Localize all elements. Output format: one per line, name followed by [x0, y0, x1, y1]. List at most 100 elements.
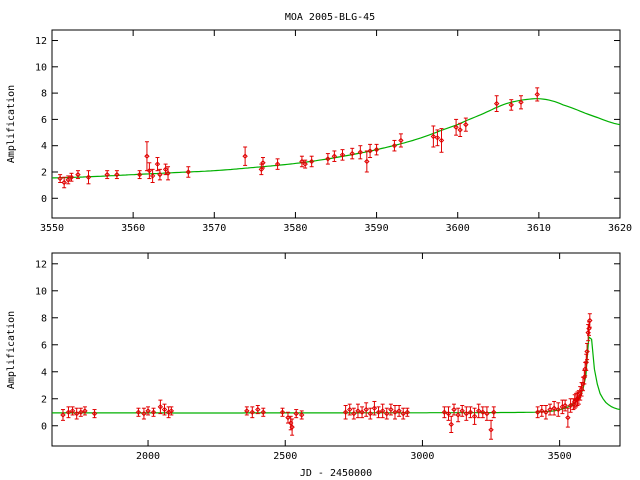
point-marker	[453, 124, 459, 130]
point-marker	[104, 171, 110, 178]
point-marker	[367, 410, 374, 417]
point-marker	[289, 424, 295, 430]
point-marker	[258, 166, 265, 173]
data-point	[359, 406, 365, 419]
point-marker	[543, 409, 549, 415]
x-tick-label: 3590	[365, 223, 389, 234]
bottom-panel-ylabel: Amplification	[6, 311, 17, 389]
point-marker	[65, 409, 72, 415]
data-point	[260, 157, 266, 169]
x-tick-label: 3550	[40, 223, 64, 234]
point-marker	[73, 410, 80, 417]
x-tick-label: 2000	[136, 451, 160, 462]
bottom-panel-ticks: 0 2 4 6 8 10 12 2000 2500 3000 3500	[35, 253, 620, 462]
data-point	[404, 407, 411, 417]
data-point	[467, 406, 474, 419]
data-point	[135, 407, 142, 417]
data-point	[85, 170, 92, 185]
point-marker	[244, 408, 250, 414]
data-point	[539, 405, 545, 417]
point-marker	[583, 359, 589, 366]
data-point	[584, 342, 590, 361]
point-marker	[61, 179, 67, 186]
x-tick-label: 3580	[283, 223, 307, 234]
point-marker	[65, 177, 71, 183]
point-marker	[467, 409, 474, 415]
data-point	[373, 143, 380, 156]
point-marker	[398, 137, 404, 144]
point-marker	[242, 153, 248, 159]
y-tick-label: 2	[41, 394, 47, 405]
data-point	[491, 406, 497, 419]
data-point	[60, 409, 66, 421]
point-marker	[144, 153, 150, 159]
data-point	[562, 399, 568, 412]
point-marker	[82, 408, 88, 414]
data-point	[396, 405, 402, 417]
data-point	[565, 407, 571, 428]
data-point	[493, 95, 500, 113]
point-marker	[438, 137, 445, 144]
point-marker	[357, 149, 364, 155]
x-tick-label: 3620	[608, 223, 632, 234]
data-point	[249, 406, 256, 419]
data-point	[114, 170, 120, 180]
point-marker	[185, 169, 192, 175]
data-point	[242, 146, 248, 166]
y-tick-label: 12	[35, 36, 47, 47]
y-tick-label: 8	[41, 89, 47, 100]
point-marker	[325, 156, 331, 162]
data-point	[400, 407, 406, 420]
point-marker	[555, 406, 561, 413]
data-point	[146, 162, 153, 180]
point-marker	[154, 161, 161, 167]
point-marker	[161, 406, 168, 413]
data-point	[471, 407, 478, 425]
data-point	[587, 313, 593, 328]
point-marker	[488, 427, 494, 433]
data-point	[331, 150, 338, 162]
data-point	[244, 406, 250, 416]
point-marker	[68, 174, 75, 180]
data-point	[157, 399, 164, 415]
data-point	[463, 406, 470, 421]
data-point	[289, 418, 295, 436]
bottom-panel-xlabel: JD - 2450000	[300, 468, 372, 479]
point-marker	[480, 409, 486, 415]
point-marker	[448, 421, 454, 428]
data-point	[375, 406, 382, 419]
data-point	[145, 406, 151, 416]
x-tick-label: 3610	[527, 223, 551, 234]
point-marker	[85, 174, 92, 180]
point-marker	[463, 121, 469, 128]
data-point	[438, 128, 445, 153]
point-marker	[355, 408, 361, 414]
y-tick-label: 0	[41, 194, 47, 205]
point-marker	[149, 173, 156, 179]
data-point	[141, 407, 147, 420]
data-point	[384, 407, 390, 420]
point-marker	[91, 410, 98, 417]
point-marker	[463, 410, 470, 417]
point-marker	[302, 161, 308, 167]
chart-title: MOA 2005-BLG-45	[285, 12, 375, 23]
point-marker	[308, 158, 315, 165]
point-marker	[471, 413, 478, 420]
data-point	[455, 407, 461, 423]
point-marker	[375, 409, 382, 415]
top-panel-series	[52, 87, 621, 189]
point-marker	[141, 410, 147, 417]
point-marker	[260, 409, 266, 415]
data-point	[434, 129, 441, 147]
point-marker	[551, 405, 557, 411]
data-point	[65, 175, 71, 185]
point-marker	[475, 408, 482, 414]
data-point	[392, 405, 398, 420]
point-marker	[136, 171, 143, 178]
point-marker	[351, 410, 357, 417]
data-point	[165, 166, 171, 181]
data-point	[75, 170, 81, 180]
data-point	[260, 407, 266, 417]
data-point	[347, 403, 353, 416]
